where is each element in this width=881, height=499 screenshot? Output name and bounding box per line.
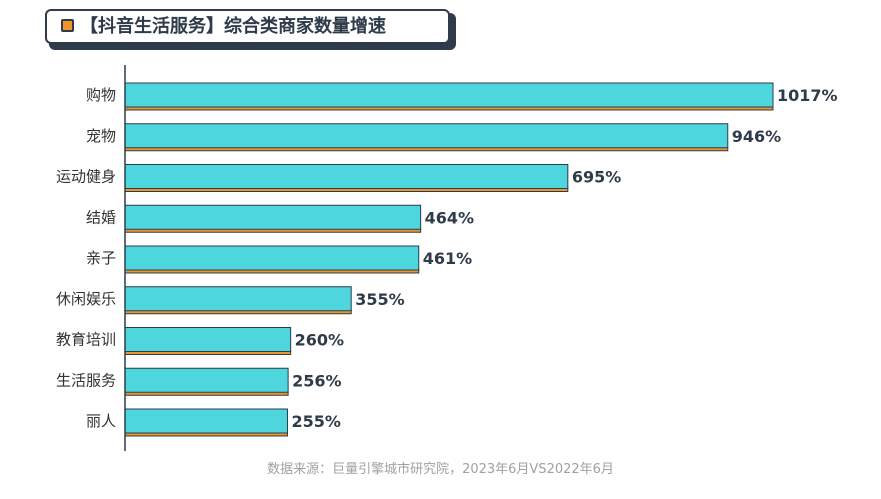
category-label: 丽人 — [86, 412, 116, 430]
value-label: 695% — [572, 168, 621, 187]
chart-title: 【抖音生活服务】综合类商家数量增速 — [80, 16, 386, 37]
bar — [124, 245, 420, 271]
category-label: 结婚 — [86, 208, 116, 226]
bar — [124, 408, 288, 434]
category-label: 运动健身 — [56, 168, 116, 186]
value-label: 255% — [291, 412, 340, 431]
category-label: 购物 — [86, 86, 116, 104]
data-source-note: 数据来源：巨量引擎城市研究院，2023年6月VS2022年6月 — [267, 462, 614, 477]
bar — [124, 204, 422, 230]
title-banner — [45, 9, 450, 44]
value-label: 461% — [423, 249, 472, 268]
category-label: 生活服务 — [56, 371, 116, 389]
bar — [124, 164, 569, 189]
category-label: 休闲娱乐 — [56, 290, 116, 308]
title-bullet-icon — [61, 19, 74, 32]
value-label: 464% — [425, 208, 474, 227]
category-label: 宠物 — [86, 127, 116, 145]
bar — [124, 367, 289, 393]
category-label: 亲子 — [86, 249, 116, 267]
bar — [124, 286, 352, 312]
value-label: 256% — [292, 371, 341, 390]
value-label: 1017% — [777, 86, 838, 105]
value-label: 355% — [355, 290, 404, 309]
bar — [124, 82, 774, 108]
value-label: 946% — [732, 127, 781, 146]
category-label: 教育培训 — [56, 331, 116, 349]
value-label: 260% — [295, 331, 344, 350]
bar — [124, 327, 292, 352]
bar — [124, 123, 729, 149]
